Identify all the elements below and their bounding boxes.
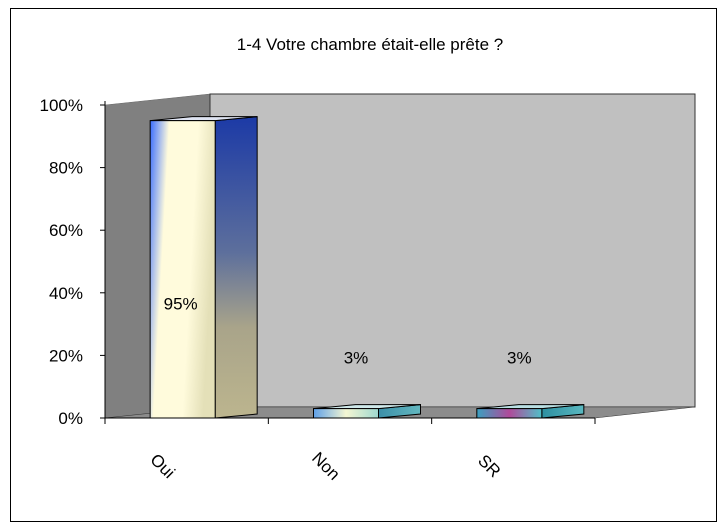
y-tick-label: 60%: [49, 221, 83, 240]
bar-front: [149, 120, 216, 419]
y-axis: 0% 20% 40% 60% 80% 100%: [40, 96, 106, 428]
bar: [149, 116, 258, 419]
x-tick-label: Oui: [146, 450, 178, 482]
y-tick-label: 40%: [49, 284, 83, 303]
bar: [476, 404, 585, 419]
bar-front: [476, 408, 543, 419]
y-tick-label: 80%: [49, 159, 83, 178]
bars: [149, 116, 585, 419]
back-wall: [209, 93, 696, 408]
bar: [313, 404, 421, 419]
data-label: 3%: [344, 349, 369, 368]
bar-front: [313, 408, 379, 419]
x-tick-label: Non: [308, 448, 343, 483]
bar-side: [214, 116, 258, 419]
y-tick-label: 0%: [58, 409, 83, 428]
data-label: 95%: [164, 294, 198, 313]
x-axis: Oui Non SR: [104, 417, 596, 484]
x-tick-label: SR: [474, 451, 504, 481]
chart-title: 1-4 Votre chambre était-elle prête ?: [237, 35, 503, 54]
y-tick-label: 100%: [40, 96, 83, 115]
y-tick-label: 20%: [49, 346, 83, 365]
data-labels: 95% 3% 3%: [164, 294, 532, 367]
data-label: 3%: [507, 349, 532, 368]
